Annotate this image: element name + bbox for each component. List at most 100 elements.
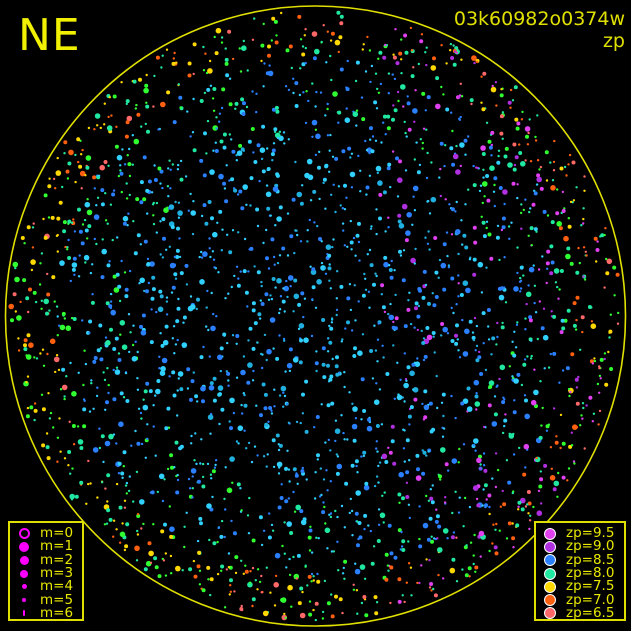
star <box>459 115 462 119</box>
star <box>407 414 412 419</box>
star <box>487 325 490 328</box>
star <box>563 165 567 169</box>
star <box>202 345 205 349</box>
star <box>147 541 152 546</box>
star <box>436 406 439 410</box>
star <box>181 342 188 348</box>
star <box>33 418 36 422</box>
star <box>155 201 159 205</box>
star <box>166 90 171 95</box>
star <box>51 275 56 280</box>
star <box>283 394 287 398</box>
star <box>261 169 266 174</box>
star <box>308 218 311 222</box>
star <box>409 566 413 569</box>
star <box>431 484 434 487</box>
star <box>482 488 485 491</box>
star <box>158 367 161 370</box>
star <box>557 297 560 300</box>
star <box>89 482 92 485</box>
star <box>25 296 30 301</box>
star <box>66 248 69 251</box>
star <box>598 391 601 394</box>
star <box>14 266 17 270</box>
star <box>334 439 337 443</box>
star <box>556 221 562 227</box>
star <box>583 278 587 281</box>
star <box>95 242 98 246</box>
star <box>287 468 291 471</box>
star <box>385 372 390 376</box>
star <box>404 131 407 135</box>
star <box>418 163 422 167</box>
star <box>451 129 454 133</box>
magnitude-symbol-icon <box>16 541 32 552</box>
star <box>55 305 59 308</box>
star <box>539 380 542 383</box>
star <box>370 64 374 68</box>
star <box>460 95 464 98</box>
star <box>425 128 428 131</box>
star <box>67 238 70 242</box>
star <box>152 404 155 407</box>
star <box>64 245 67 249</box>
star <box>265 228 268 232</box>
star <box>397 393 400 396</box>
star <box>530 399 537 406</box>
star <box>582 275 585 278</box>
star <box>52 177 56 181</box>
magnitude-label: m=2 <box>40 551 74 568</box>
star <box>235 376 239 379</box>
star <box>89 271 93 275</box>
star <box>258 179 261 183</box>
star <box>169 526 175 532</box>
star <box>403 400 406 403</box>
star <box>370 149 375 154</box>
star <box>170 465 174 470</box>
star <box>149 561 153 564</box>
star <box>387 226 390 229</box>
star <box>28 287 32 292</box>
star <box>272 347 275 350</box>
star <box>417 287 422 291</box>
star <box>112 94 117 99</box>
star <box>136 388 140 391</box>
star <box>308 600 312 603</box>
star <box>509 88 513 92</box>
star <box>481 311 486 316</box>
star <box>82 398 86 401</box>
star <box>280 483 283 486</box>
star <box>329 480 332 483</box>
star <box>231 149 236 154</box>
star <box>139 499 145 505</box>
star <box>272 465 276 469</box>
zp-label: zp=7.0 <box>566 591 615 608</box>
star <box>442 528 449 534</box>
star <box>268 406 273 410</box>
star <box>430 539 434 544</box>
star <box>352 111 359 117</box>
star <box>516 121 521 126</box>
star <box>538 435 543 440</box>
star <box>513 399 516 402</box>
star <box>253 321 258 326</box>
star <box>434 295 439 299</box>
star <box>512 167 517 172</box>
star <box>275 172 280 177</box>
star <box>242 392 245 395</box>
star <box>375 447 378 450</box>
star <box>512 410 517 415</box>
star <box>567 163 570 166</box>
star <box>374 139 378 142</box>
star <box>200 214 204 218</box>
star <box>168 245 171 248</box>
star <box>432 335 435 338</box>
star <box>104 192 107 195</box>
star <box>342 431 345 435</box>
star <box>63 395 66 398</box>
star <box>169 187 172 190</box>
star <box>398 159 402 164</box>
star <box>500 325 505 330</box>
star <box>150 308 153 311</box>
star <box>48 417 52 420</box>
